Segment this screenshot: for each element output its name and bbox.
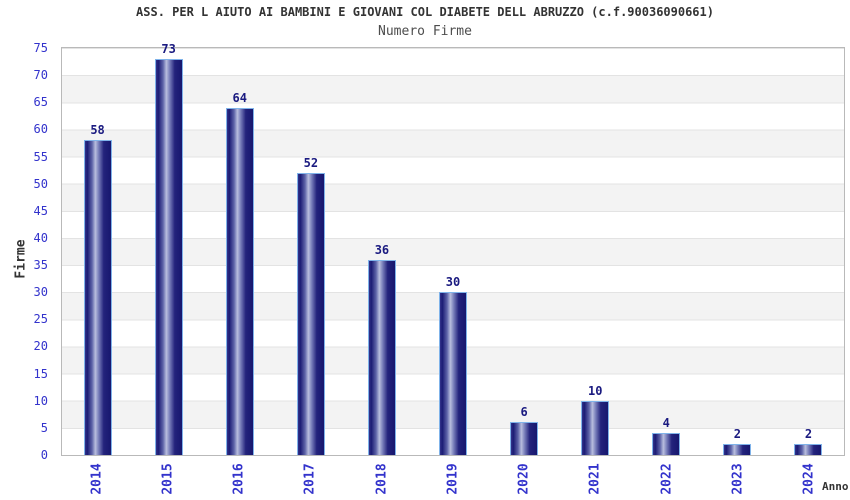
bar-value-label: 2 [804,427,813,442]
x-label-slot: 2021 [560,458,631,500]
x-label-slot: 2024 [774,458,845,500]
bar-group: 73 [133,42,204,455]
x-tick-label: 2015 [160,463,176,495]
bar-group: 2 [702,48,773,455]
y-tick-label: 50 [33,176,48,191]
bar [510,422,539,455]
y-tick-label: 15 [33,366,48,381]
x-label-slot: 2016 [204,458,275,500]
bar-group: 4 [631,48,702,455]
bar [154,58,183,455]
bar [794,444,823,455]
x-label-slot: 2019 [417,458,488,500]
bar-value-label: 10 [587,383,603,398]
x-tick-label: 2016 [231,463,247,495]
y-tick-label: 5 [40,420,48,435]
x-label-slot: 2014 [61,458,132,500]
x-label-slot: 2022 [631,458,702,500]
x-label-slot: 2017 [275,458,346,500]
y-tick-label: 25 [33,312,48,327]
y-tick-label: 35 [33,258,48,273]
bar-group: 6 [489,48,560,455]
bar-value-label: 30 [445,275,461,290]
bar-value-label: 2 [733,427,742,442]
bar-group: 64 [204,48,275,455]
y-tick-label: 40 [33,230,48,245]
bar-group: 36 [346,48,417,455]
plot-area: 58 73 64 52 36 30 6 10 4 2 2 [61,42,845,456]
bar-group: 30 [417,48,488,455]
x-tick-label: 2018 [374,463,390,495]
y-tick-label: 60 [33,122,48,137]
bar-group: 10 [560,48,631,455]
bar-value-label: 64 [232,90,247,105]
bar-value-label: 58 [90,123,105,138]
bar [581,400,610,455]
bar-value-label: 4 [662,416,670,431]
y-tick-label: 65 [33,95,48,110]
bar-value-label: 73 [161,41,176,56]
y-axis-ticks: 0 5 10 15 20 25 30 35 40 45 50 55 60 65 70 75 [0,41,48,462]
x-label-slot: 2015 [132,458,203,500]
x-label-slot: 2020 [489,458,560,500]
x-tick-label: 2020 [516,463,532,495]
chart-subtitle: Numero Firme [378,24,472,39]
bar [723,444,752,455]
y-tick-label: 45 [33,203,48,218]
bar-value-label: 52 [303,155,319,170]
y-tick-label: 30 [33,285,48,300]
y-tick-label: 70 [33,68,48,83]
x-axis-title: Anno [822,480,849,493]
bar [225,107,254,455]
bar-value-label: 36 [374,242,390,257]
bar-value-label: 6 [520,405,528,420]
y-tick-label: 10 [33,393,48,408]
bar [296,172,325,455]
bar [83,140,112,455]
bar-group: 58 [62,48,133,455]
x-tick-label: 2017 [302,463,318,495]
x-tick-label: 2023 [730,463,746,495]
y-tick-label: 55 [33,149,48,164]
x-tick-label: 2014 [89,463,105,495]
y-tick-label: 20 [33,339,48,354]
y-tick-label: 75 [33,41,48,55]
x-label-slot: 2018 [346,458,417,500]
y-tick-label: 0 [40,448,48,462]
bar [367,259,396,455]
chart-title: ASS. PER L AIUTO AI BAMBINI E GIOVANI CO… [136,5,714,19]
bar-group: 2 [773,48,844,455]
x-tick-label: 2019 [445,463,461,495]
x-axis-labels: 2014 2015 2016 2017 2018 2019 2020 2021 2022 2023… [61,458,845,500]
x-tick-label: 2024 [801,463,817,495]
x-label-slot: 2023 [702,458,773,500]
bar-group: 52 [275,48,346,455]
bar [652,433,681,455]
bar [439,292,468,455]
x-tick-label: 2022 [659,463,675,495]
x-tick-label: 2021 [587,463,603,495]
